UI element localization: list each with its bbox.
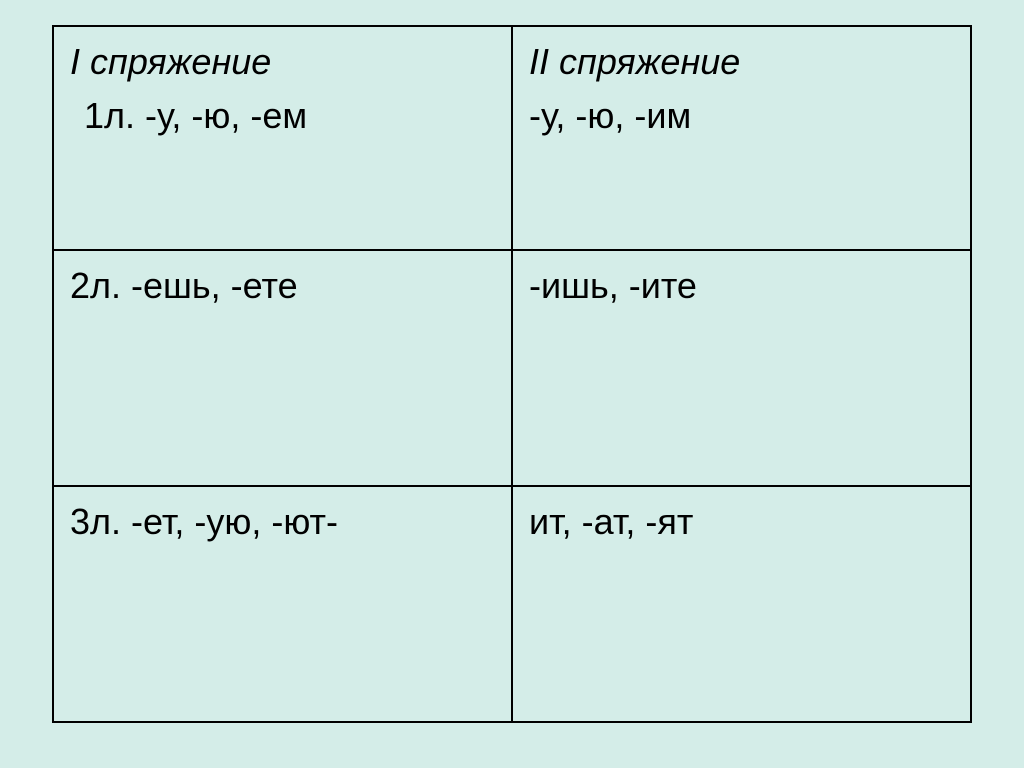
cell-row1-col1: I спряжение 1л. -у, -ю, -ем — [53, 26, 512, 250]
cell-row2-col1: 2л. -ешь, -ете — [53, 250, 512, 486]
table-row: 2л. -ешь, -ете -ишь, -ите — [53, 250, 971, 486]
conjugation-table: I спряжение 1л. -у, -ю, -ем II спряжение… — [52, 25, 972, 723]
cell-row2-col2: -ишь, -ите — [512, 250, 971, 486]
person-2-endings-col1: 2л. -ешь, -ете — [70, 265, 298, 306]
header-conjugation-2: II спряжение — [529, 35, 954, 89]
person-3-endings-col2: ит, -ат, -ят — [529, 501, 693, 542]
table-row: 3л. -ет, -ую, -ют- ит, -ат, -ят — [53, 486, 971, 722]
person-3-endings-col1: 3л. -ет, -ую, -ют- — [70, 501, 338, 542]
cell-row1-col2: II спряжение -у, -ю, -им — [512, 26, 971, 250]
cell-row3-col1: 3л. -ет, -ую, -ют- — [53, 486, 512, 722]
person-1-endings-col2: -у, -ю, -им — [529, 89, 954, 143]
person-2-endings-col2: -ишь, -ите — [529, 265, 697, 306]
table-row: I спряжение 1л. -у, -ю, -ем II спряжение… — [53, 26, 971, 250]
cell-row3-col2: ит, -ат, -ят — [512, 486, 971, 722]
header-conjugation-1: I спряжение — [70, 35, 495, 89]
conjugation-table-container: I спряжение 1л. -у, -ю, -ем II спряжение… — [52, 25, 972, 723]
person-1-endings-col1: 1л. -у, -ю, -ем — [70, 89, 495, 143]
